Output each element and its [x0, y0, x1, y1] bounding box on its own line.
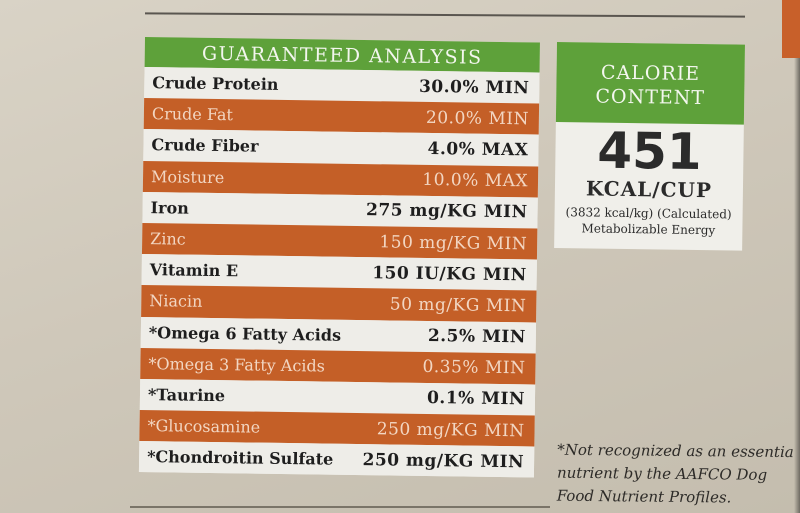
- nutrient-value: 4.0% MAX: [427, 138, 529, 161]
- nutrient-name: *Glucosamine: [147, 416, 261, 437]
- footnote-line1: *Not recognized as an essentia: [557, 440, 794, 462]
- nutrient-value: 150 mg/KG MIN: [379, 231, 528, 254]
- nutrient-name: Zinc: [150, 229, 186, 249]
- nutrient-name: Iron: [150, 197, 189, 218]
- nutrient-name: Crude Protein: [152, 73, 279, 94]
- footnote-line3: Food Nutrient Profiles.: [556, 486, 732, 507]
- nutrient-value: 30.0% MIN: [418, 76, 530, 98]
- footnote-line2: nutrient by the AAFCO Dog: [556, 463, 768, 484]
- nutrient-name: Crude Fat: [151, 104, 234, 125]
- page-edge-shadow: [794, 58, 800, 513]
- nutrient-value: 50 mg/KG MIN: [389, 294, 527, 317]
- analysis-rows: Crude Protein 30.0% MIN Crude Fat 20.0% MIN…: [138, 66, 540, 478]
- top-divider-line: [144, 12, 746, 18]
- nutrient-name: Crude Fiber: [151, 135, 259, 157]
- analysis-row: *Chondroitin Sulfate 250 mg/KG MIN: [138, 441, 535, 478]
- nutrient-value: 250 mg/KG MIN: [362, 449, 525, 473]
- calorie-content-panel: CALORIE CONTENT 451 KCAL/CUP (3832 kcal/…: [554, 42, 745, 251]
- nutrient-name: Moisture: [150, 166, 225, 187]
- nutrient-value: 2.5% MIN: [427, 326, 526, 348]
- nutrient-value: 275 mg/KG MIN: [365, 200, 528, 223]
- nutrient-name: Vitamin E: [149, 260, 239, 281]
- nutrient-name: *Omega 3 Fatty Acids: [148, 353, 326, 376]
- bottom-divider-line: [130, 506, 550, 508]
- nutrient-name: Niacin: [149, 291, 203, 312]
- nutrient-value: 250 mg/KG MIN: [376, 418, 525, 441]
- calorie-content-title: CALORIE CONTENT: [555, 42, 745, 125]
- nutrient-name: *Taurine: [147, 385, 226, 406]
- calorie-title-line2: CONTENT: [595, 85, 706, 110]
- nutrient-value: 150 IU/KG MIN: [372, 262, 527, 286]
- nutrient-value: 10.0% MAX: [422, 170, 529, 192]
- calorie-value: 451: [596, 121, 703, 182]
- calorie-label: Metabolizable Energy: [581, 221, 716, 238]
- orange-corner-accent: [782, 0, 800, 58]
- nutrient-name: *Chondroitin Sulfate: [147, 447, 334, 470]
- nutrient-value: 0.35% MIN: [422, 357, 526, 379]
- calorie-title-line1: CALORIE: [600, 61, 701, 86]
- nutrient-value: 0.1% MIN: [426, 388, 526, 410]
- footnote: *Not recognized as an essentia nutrient …: [557, 439, 800, 511]
- nutrient-name: *Omega 6 Fatty Acids: [148, 322, 342, 345]
- guaranteed-analysis-panel: GUARANTEED ANALYSIS Crude Protein 30.0% M…: [138, 37, 540, 478]
- guaranteed-analysis-title: GUARANTEED ANALYSIS: [144, 37, 540, 73]
- nutrient-value: 20.0% MIN: [425, 107, 530, 130]
- calorie-unit: KCAL/CUP: [585, 176, 713, 203]
